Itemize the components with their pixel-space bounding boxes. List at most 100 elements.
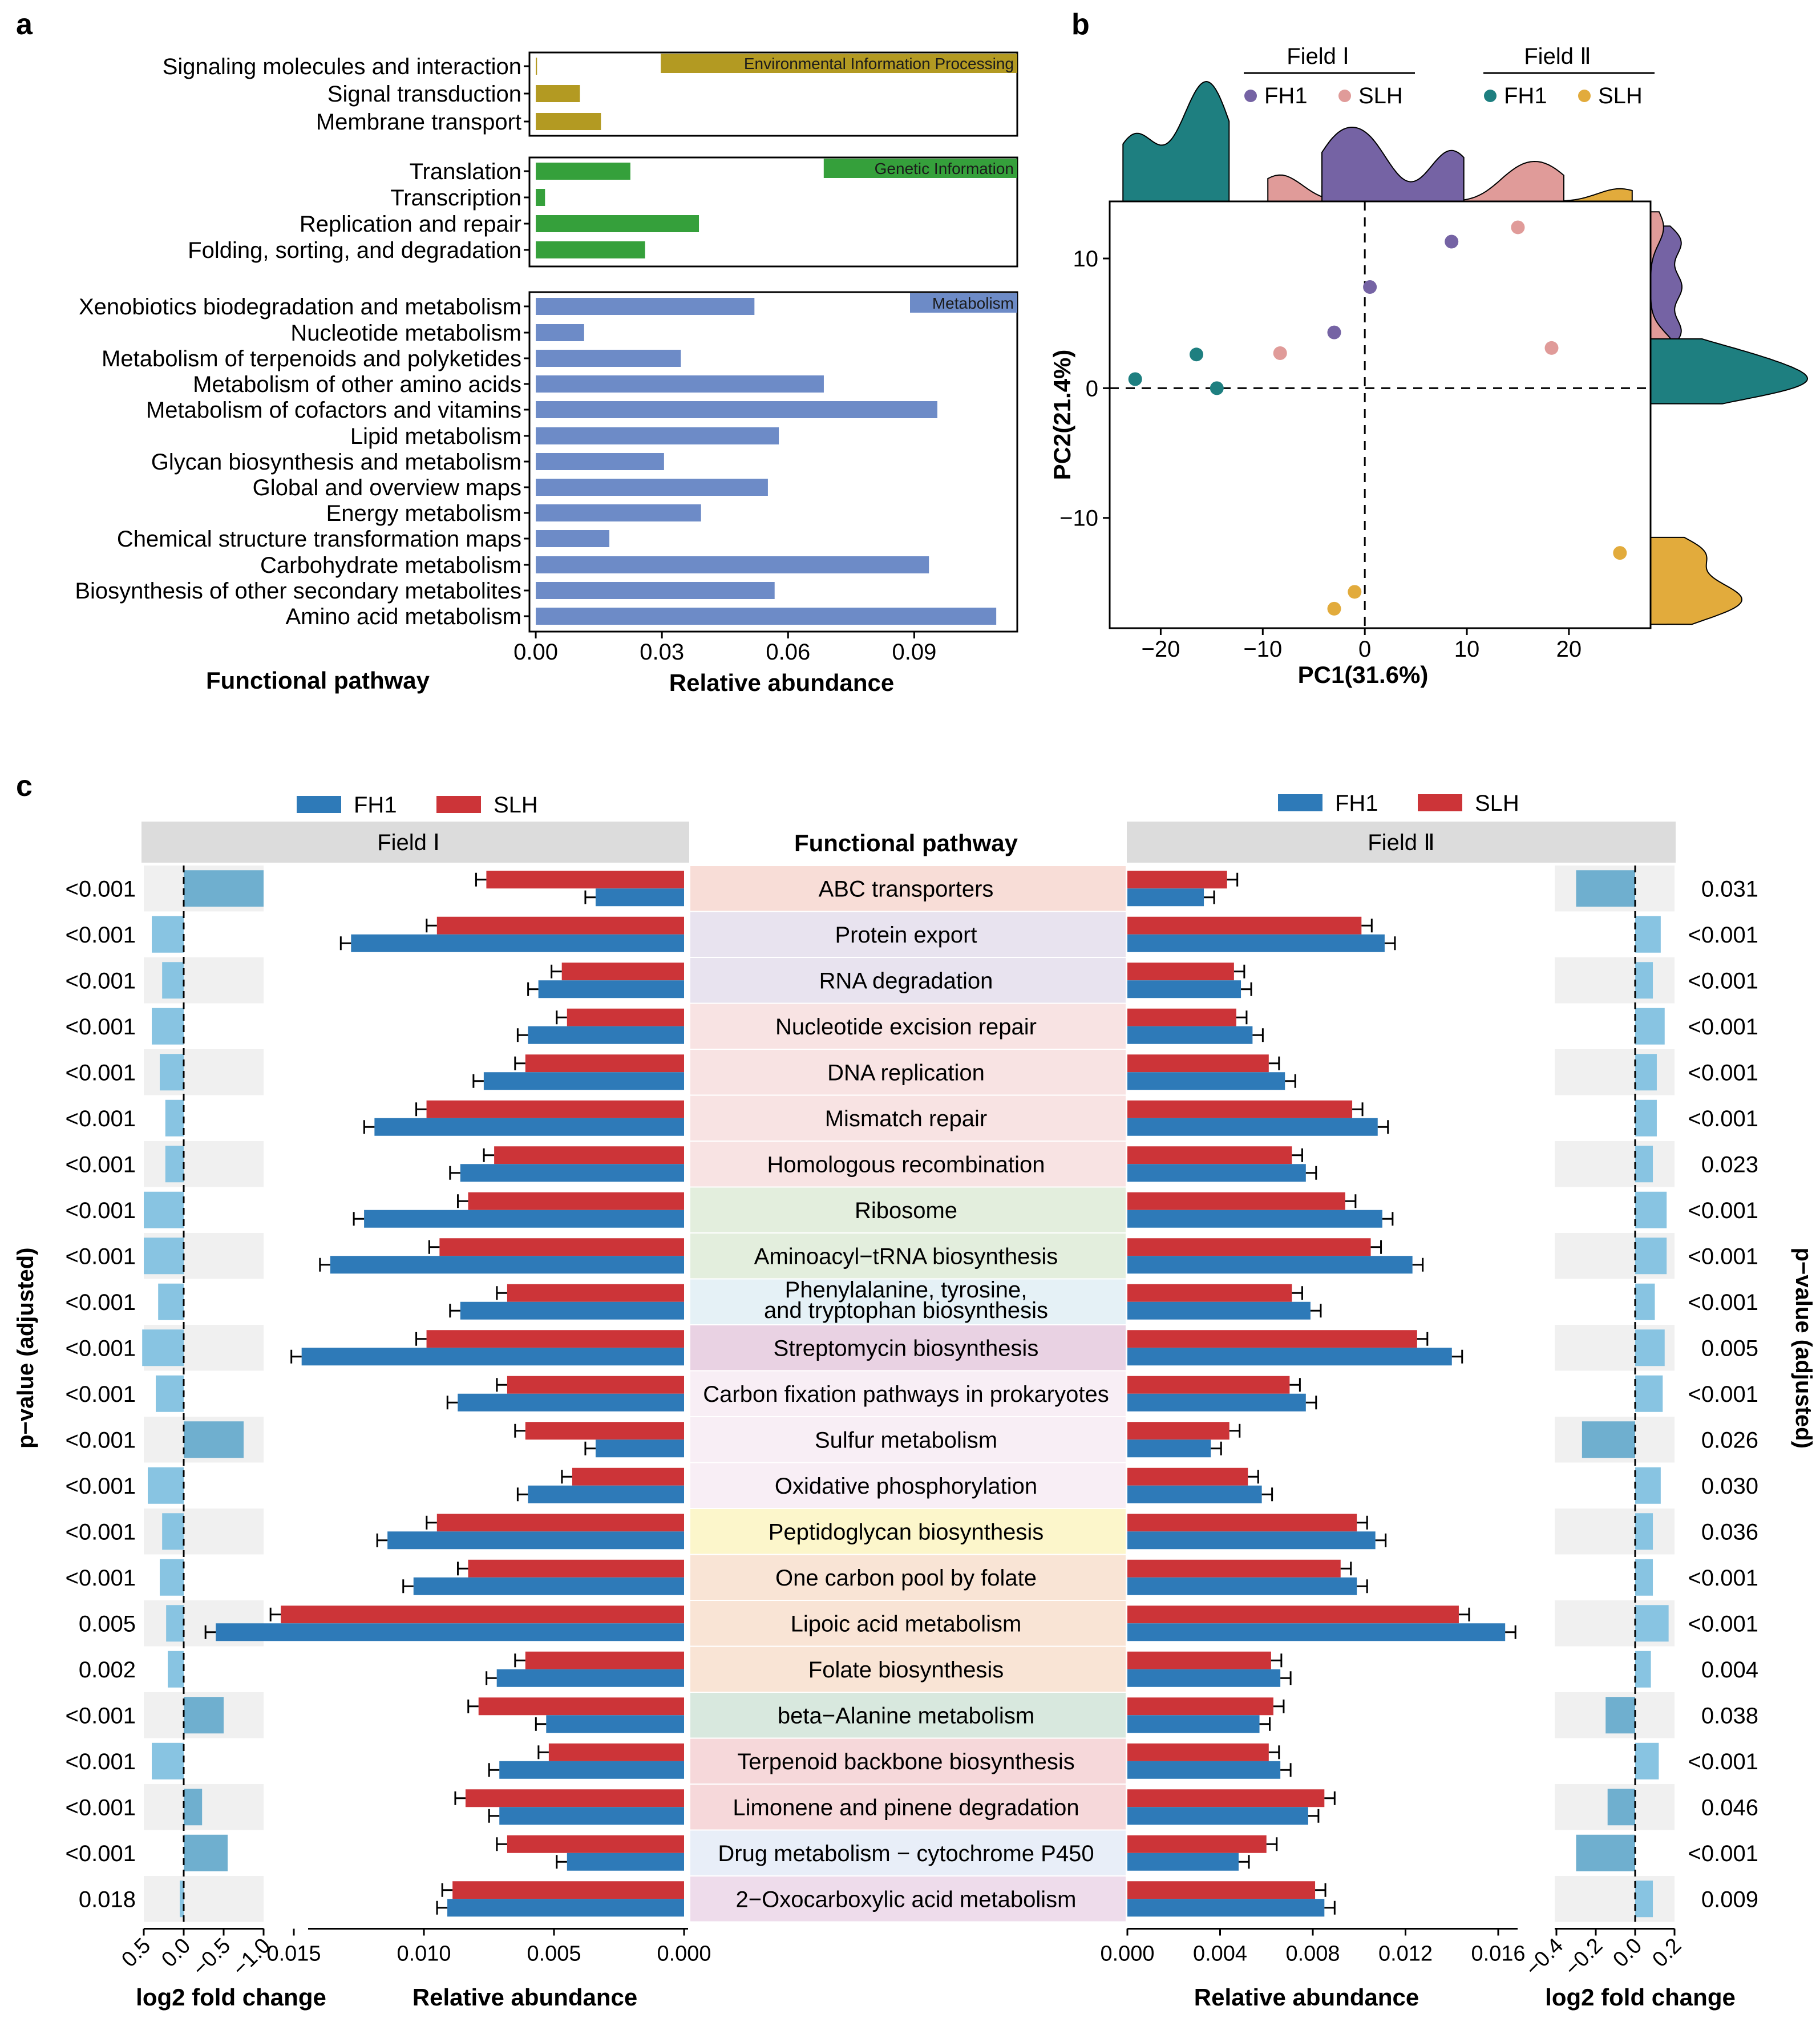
panel-c-right-fc-bar xyxy=(1635,1605,1669,1642)
panel-c-right-pvalue: 0.036 xyxy=(1701,1519,1758,1544)
panel-c-right-bar-fh1 xyxy=(1127,1072,1285,1090)
panel-c-right-ab-tick-label: 0.016 xyxy=(1471,1942,1525,1966)
panel-c-right-fc-bar xyxy=(1635,1099,1657,1137)
panel-c-right-bar-fh1 xyxy=(1127,1807,1308,1825)
panel-c-right-fc-tick-label: −0.2 xyxy=(1560,1934,1608,1981)
panel-c-right-bar-fh1 xyxy=(1127,888,1204,907)
panel-b-right-density-FH1_II xyxy=(1650,338,1809,405)
panel-c-legend-swatch-slh xyxy=(1418,794,1462,811)
panel-c-pathway-label: Folate biosynthesis xyxy=(808,1657,1004,1683)
panel-c-pathway-label: Lipoic acid metabolism xyxy=(791,1611,1022,1636)
panel-b-legend-title: Field Ⅰ xyxy=(1287,44,1349,69)
panel-c-right-fc-bar xyxy=(1635,1467,1661,1504)
panel-c-left-bar-slh xyxy=(548,1743,684,1761)
panel-c-left-fc-bar xyxy=(184,870,264,907)
panel-c-left-pvalue: <0.001 xyxy=(66,923,136,948)
panel-c-right-pvalue: <0.001 xyxy=(1688,968,1758,993)
panel-c-left-bar-fh1 xyxy=(528,1485,684,1503)
panel-c-right-pvalue: <0.001 xyxy=(1688,1382,1758,1407)
panel-a-group-strip xyxy=(823,159,1017,178)
panel-c-legend-label-fh1: FH1 xyxy=(1335,791,1378,816)
panel-c-legend-swatch-fh1 xyxy=(1278,794,1322,811)
panel-c-left-fc-row-bg xyxy=(144,1876,264,1922)
panel-c-left-fc-bar xyxy=(184,1789,203,1826)
panel-c-left-fc-bar xyxy=(168,1651,184,1688)
panel-c-left-bar-fh1 xyxy=(330,1256,684,1274)
panel-b-legend-label: FH1 xyxy=(1264,83,1308,108)
panel-c-pathway-band xyxy=(690,1371,1126,1416)
panel-a-group-label: Genetic Information xyxy=(875,160,1014,177)
panel-a-bar xyxy=(536,324,584,341)
panel-c-right-pvalue: 0.023 xyxy=(1701,1152,1758,1177)
panel-a-category-label: Amino acid metabolism xyxy=(286,604,522,629)
panel-a-bar xyxy=(536,375,824,393)
panel-c-left-fc-bar xyxy=(152,1008,184,1045)
panel-c-right-bar-fh1 xyxy=(1127,1853,1239,1871)
panel-a-category-label: Carbohydrate metabolism xyxy=(260,553,521,578)
panel-b-ytick-label: −10 xyxy=(1059,506,1098,531)
panel-c-right-bar-slh xyxy=(1127,1284,1292,1302)
panel-c-left-bar-fh1 xyxy=(483,1072,684,1090)
panel-c-left-bar-fh1 xyxy=(458,1393,684,1412)
panel-c-pathway-band xyxy=(690,1463,1126,1508)
panel-c-left-bar-slh xyxy=(525,1054,684,1073)
panel-c-pathway-label: Carbon fixation pathways in prokaryotes xyxy=(703,1382,1109,1407)
panel-c-right-fc-bar xyxy=(1635,962,1653,999)
panel-c-right-bar-fh1 xyxy=(1127,1669,1281,1687)
panel-c-pathway-label: 2−Oxocarboxylic acid metabolism xyxy=(736,1887,1077,1912)
panel-a-category-label: Metabolism of terpenoids and polyketides xyxy=(102,346,521,371)
panel-c-right-bar-fh1 xyxy=(1127,1301,1311,1320)
panel-c-pathway-band xyxy=(690,1693,1126,1738)
panel-c-left-bar-slh xyxy=(452,1881,684,1899)
panel-a-category-label: Xenobiotics biodegradation and metabolis… xyxy=(79,294,521,320)
panel-c-right-fc-bar xyxy=(1635,916,1661,953)
panel-c-left-bar-fh1 xyxy=(460,1164,684,1182)
panel-c-right-fc-row-bg xyxy=(1555,957,1675,1004)
panel-c-left-fc-bar xyxy=(184,1421,244,1458)
panel-b-point xyxy=(1613,546,1627,560)
panel-c-right-fc-bar xyxy=(1605,1697,1635,1734)
panel-c-right-ab-xlabel: Relative abundance xyxy=(1194,1984,1419,2011)
panel-c-right-bar-slh xyxy=(1127,1192,1345,1210)
panel-c-right-pvalue: <0.001 xyxy=(1688,1290,1758,1315)
panel-c-left-bar-slh xyxy=(525,1422,684,1440)
panel-c-left-pvalue: <0.001 xyxy=(66,1198,136,1223)
panel-c-left-bar-slh xyxy=(281,1606,684,1624)
panel-a-category-label: Global and overview maps xyxy=(253,475,521,500)
panel-a-category-label: Biosynthesis of other secondary metaboli… xyxy=(75,579,521,604)
panel-b-point xyxy=(1348,585,1362,599)
panel-c-right-bar-slh xyxy=(1127,916,1362,935)
panel-c-right-pvalue: <0.001 xyxy=(1688,1198,1758,1223)
panel-a-bar xyxy=(536,582,775,599)
panel-c-pathway-label: Oxidative phosphorylation xyxy=(775,1474,1037,1499)
panel-c-pathway-band xyxy=(690,1325,1126,1370)
panel-c-left-pvalue: <0.001 xyxy=(66,876,136,901)
panel-c-right-pvalue: <0.001 xyxy=(1688,1060,1758,1085)
panel-c-left-pvalue: <0.001 xyxy=(66,1244,136,1269)
panel-a-category-label: Nucleotide metabolism xyxy=(290,321,521,346)
panel-c-left-pvalue: <0.001 xyxy=(66,1474,136,1499)
panel-c-right-bar-slh xyxy=(1127,1238,1371,1256)
panel-c-right-bar-slh xyxy=(1127,1743,1269,1761)
panel-c-right-fc-bar xyxy=(1635,1054,1657,1091)
panel-b-legend-label: SLH xyxy=(1358,83,1403,108)
panel-c-right-bar-slh xyxy=(1127,1559,1341,1578)
panel-c-pathway-label: DNA replication xyxy=(827,1060,985,1085)
panel-c-left-bar-fh1 xyxy=(546,1715,684,1733)
panel-a-bar xyxy=(536,427,779,444)
panel-a-category-label: Chemical structure transformation maps xyxy=(117,527,521,552)
panel-c-left-pvalue: <0.001 xyxy=(66,1795,136,1820)
panel-c-left-pvalue: <0.001 xyxy=(66,1427,136,1453)
panel-c-right-fc-bar xyxy=(1576,870,1635,907)
panel-c-left-fc-tick-label: −0.5 xyxy=(188,1934,236,1981)
panel-b-legend-swatch xyxy=(1244,90,1257,102)
panel-c-pathway-label: Streptomycin biosynthesis xyxy=(774,1336,1039,1361)
panel-c-center-header: Functional pathway xyxy=(794,830,1018,856)
panel-c-pathway-label: RNA degradation xyxy=(819,968,993,993)
panel-c-right-ab-tick-label: 0.000 xyxy=(1100,1942,1154,1966)
panel-c-pathway-band xyxy=(690,1647,1126,1692)
panel-c-left-bar-fh1 xyxy=(595,1439,684,1458)
panel-c-left-bar-slh xyxy=(567,1008,684,1026)
panel-c-right-bar-slh xyxy=(1127,1606,1459,1624)
panel-a-bar xyxy=(536,298,755,315)
